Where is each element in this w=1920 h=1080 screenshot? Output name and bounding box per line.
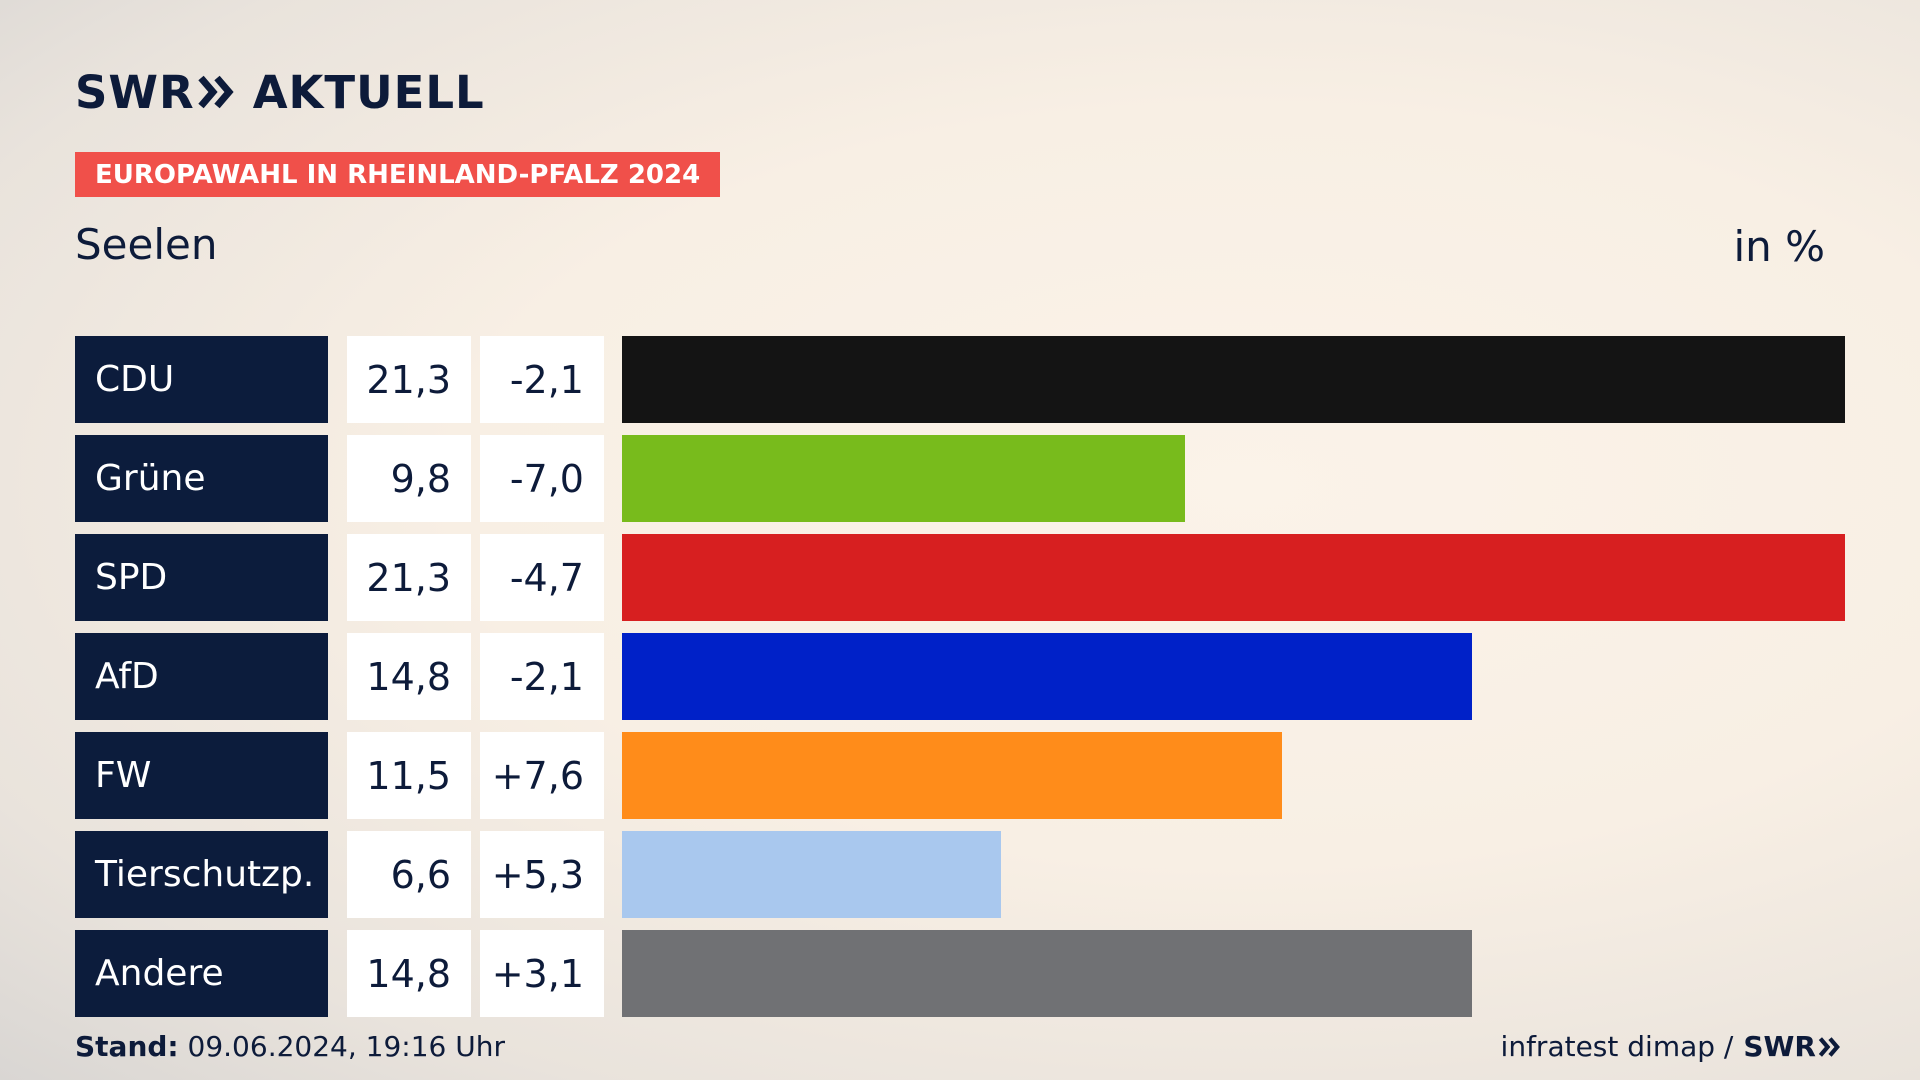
bar-track	[622, 831, 1845, 918]
party-label: Grüne	[75, 435, 328, 522]
party-label: SPD	[75, 534, 328, 621]
vote-share-value: 9,8	[347, 435, 471, 522]
source-credit: infratest dimap / SWR	[1501, 1030, 1842, 1063]
result-row: AfD 14,8 -2,1	[75, 633, 1845, 720]
result-bar	[622, 930, 1472, 1017]
vote-change-value: -4,7	[480, 534, 604, 621]
vote-share-value: 21,3	[347, 336, 471, 423]
vote-share-value: 14,8	[347, 633, 471, 720]
bar-track	[622, 534, 1845, 621]
result-bar	[622, 831, 1001, 918]
result-row: SPD 21,3 -4,7	[75, 534, 1845, 621]
vote-change-value: -2,1	[480, 633, 604, 720]
results-chart: CDU 21,3 -2,1 Grüne 9,8 -7,0 SPD 21,3 -4,7 AfD 14,…	[75, 336, 1845, 1029]
vote-share-value: 14,8	[347, 930, 471, 1017]
double-chevron-right-icon	[1818, 1036, 1840, 1057]
party-label: FW	[75, 732, 328, 819]
result-bar	[622, 633, 1472, 720]
vote-share-value: 21,3	[347, 534, 471, 621]
swr-small-text: SWR	[1743, 1030, 1816, 1063]
stand-value: 09.06.2024, 19:16 Uhr	[187, 1030, 505, 1063]
logo-aktuell-text: AKTUELL	[252, 65, 485, 119]
party-label: CDU	[75, 336, 328, 423]
vote-share-value: 6,6	[347, 831, 471, 918]
result-row: Andere 14,8 +3,1	[75, 930, 1845, 1017]
vote-change-value: +7,6	[480, 732, 604, 819]
result-bar	[622, 336, 1845, 423]
bar-track	[622, 435, 1845, 522]
vote-change-value: +5,3	[480, 831, 604, 918]
election-tagline: EUROPAWAHL IN RHEINLAND-PFALZ 2024	[75, 152, 721, 197]
result-row: Tierschutzp. 6,6 +5,3	[75, 831, 1845, 918]
result-row: FW 11,5 +7,6	[75, 732, 1845, 819]
vote-share-value: 11,5	[347, 732, 471, 819]
double-chevron-right-icon	[198, 75, 234, 109]
stand-label: Stand:	[75, 1030, 179, 1063]
chart-subtitle: Seelen	[75, 220, 218, 269]
result-bar	[622, 534, 1845, 621]
swr-small-logo: SWR	[1743, 1030, 1842, 1063]
result-bar	[622, 435, 1185, 522]
bar-track	[622, 336, 1845, 423]
vote-change-value: -2,1	[480, 336, 604, 423]
swr-aktuell-logo: SWR AKTUELL	[75, 65, 485, 119]
result-row: Grüne 9,8 -7,0	[75, 435, 1845, 522]
timestamp: Stand: 09.06.2024, 19:16 Uhr	[75, 1030, 505, 1063]
source-text: infratest dimap /	[1500, 1030, 1734, 1063]
bar-track	[622, 633, 1845, 720]
result-row: CDU 21,3 -2,1	[75, 336, 1845, 423]
party-label: Andere	[75, 930, 328, 1017]
party-label: AfD	[75, 633, 328, 720]
unit-label: in %	[1733, 222, 1825, 271]
vote-change-value: -7,0	[480, 435, 604, 522]
bar-track	[622, 732, 1845, 819]
logo-swr-text: SWR	[75, 65, 195, 119]
bar-track	[622, 930, 1845, 1017]
party-label: Tierschutzp.	[75, 831, 328, 918]
result-bar	[622, 732, 1282, 819]
vote-change-value: +3,1	[480, 930, 604, 1017]
